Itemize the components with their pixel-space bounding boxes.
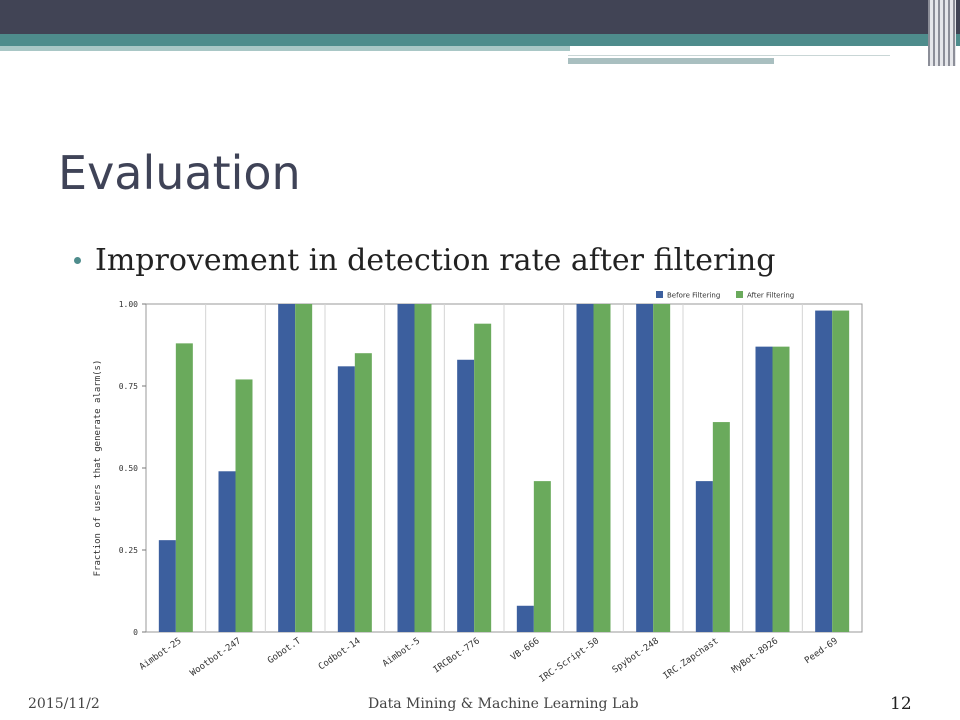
y-tick-label: 1.00 — [119, 300, 138, 309]
bar-after — [533, 481, 551, 632]
bar-after — [175, 343, 193, 632]
y-tick-label: 0.25 — [119, 546, 138, 555]
header-vertical-stripes — [928, 0, 956, 66]
bar-before — [695, 481, 713, 632]
bar-after — [235, 379, 253, 632]
bar-after — [653, 304, 671, 632]
x-tick-label: Peed-69 — [803, 636, 840, 666]
x-tick-label: Codbot-14 — [317, 636, 363, 672]
bar-before — [516, 605, 534, 632]
bar-before — [636, 304, 654, 632]
bar-after — [832, 310, 850, 632]
x-tick-label: Spybot-248 — [611, 636, 661, 675]
bar-before — [457, 359, 475, 632]
legend-swatch — [736, 291, 743, 298]
bar-after — [593, 304, 611, 632]
legend-swatch — [656, 291, 663, 298]
bullet-text: Improvement in detection rate after filt… — [95, 243, 776, 278]
x-tick-label: IRCBot-776 — [432, 636, 482, 675]
x-tick-label: Aimbot-5 — [381, 636, 422, 669]
bar-after — [772, 346, 790, 632]
bar-before — [278, 304, 296, 632]
bar-before — [158, 540, 176, 632]
y-tick-label: 0.50 — [119, 464, 138, 473]
bullet-dot-icon — [74, 257, 81, 264]
page-number: 12 — [890, 694, 912, 714]
x-tick-label: VB-666 — [509, 636, 541, 663]
bar-before — [576, 304, 594, 632]
header-stripe-light — [568, 52, 890, 56]
header-stripe — [0, 46, 570, 51]
x-tick-label: IRC-Script-50 — [538, 636, 601, 685]
bar-before — [218, 471, 236, 632]
header-stripe-short — [568, 58, 774, 64]
bar-after — [712, 422, 730, 632]
bar-after — [295, 304, 313, 632]
bar-chart: 0 0.25 0.50 0.75 1.00 Fraction of users that … — [93, 291, 863, 685]
x-tick-label: Wootbot-247 — [189, 636, 244, 678]
y-axis-label: Fraction of users that generate alarm(s) — [93, 360, 103, 577]
x-tick-label: IRC.Zapchast — [662, 636, 721, 681]
legend-label: Before Filtering — [667, 292, 720, 300]
footer-lab-name: Data Mining & Machine Learning Lab — [368, 696, 639, 712]
bar-after — [354, 353, 372, 632]
y-tick-label: 0 — [133, 628, 138, 637]
x-tick-label: Gobot.T — [266, 636, 303, 666]
header-accent-band — [0, 34, 960, 46]
bar-after — [414, 304, 432, 632]
bar-before — [815, 310, 833, 632]
bar-before — [755, 346, 773, 632]
bullet-item: Improvement in detection rate after filt… — [74, 243, 775, 278]
header-bar — [0, 0, 960, 34]
y-tick-label: 0.75 — [119, 382, 138, 391]
slide-title: Evaluation — [58, 146, 301, 200]
bar-before — [337, 366, 355, 632]
x-tick-label: MyBot-8926 — [730, 636, 780, 675]
bar-before — [397, 304, 415, 632]
x-tick-label: Aimbot-25 — [138, 636, 184, 672]
legend-label: After Filtering — [747, 292, 794, 300]
bar-after — [474, 323, 492, 632]
footer-date: 2015/11/2 — [28, 696, 100, 712]
